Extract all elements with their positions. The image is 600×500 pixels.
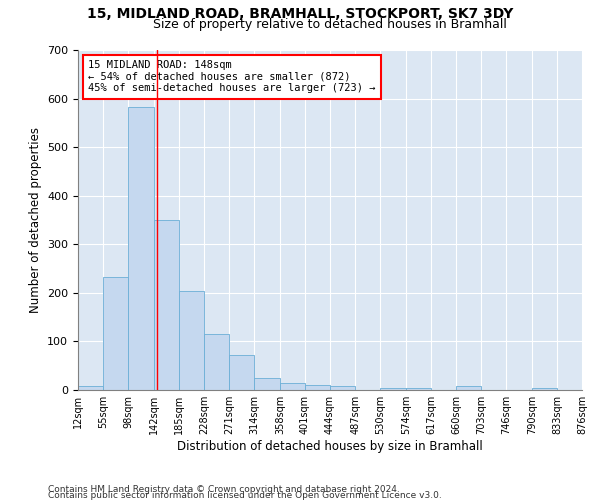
Bar xyxy=(179,291,204,390)
Bar xyxy=(78,386,103,390)
Bar xyxy=(128,107,154,390)
Bar xyxy=(406,388,431,390)
Text: 15 MIDLAND ROAD: 148sqm
← 54% of detached houses are smaller (872)
45% of semi-d: 15 MIDLAND ROAD: 148sqm ← 54% of detache… xyxy=(88,60,376,94)
Bar xyxy=(532,388,557,390)
Bar xyxy=(456,386,481,390)
Bar xyxy=(305,385,330,390)
Bar xyxy=(229,354,254,390)
Bar xyxy=(280,382,305,390)
Bar xyxy=(103,277,128,390)
Text: 15, MIDLAND ROAD, BRAMHALL, STOCKPORT, SK7 3DY: 15, MIDLAND ROAD, BRAMHALL, STOCKPORT, S… xyxy=(87,8,513,22)
Bar xyxy=(380,388,406,390)
Y-axis label: Number of detached properties: Number of detached properties xyxy=(29,127,41,313)
Bar xyxy=(204,334,229,390)
Bar xyxy=(254,378,280,390)
X-axis label: Distribution of detached houses by size in Bramhall: Distribution of detached houses by size … xyxy=(177,440,483,453)
Bar xyxy=(154,220,179,390)
Text: Contains HM Land Registry data © Crown copyright and database right 2024.: Contains HM Land Registry data © Crown c… xyxy=(48,484,400,494)
Title: Size of property relative to detached houses in Bramhall: Size of property relative to detached ho… xyxy=(153,18,507,31)
Text: Contains public sector information licensed under the Open Government Licence v3: Contains public sector information licen… xyxy=(48,490,442,500)
Bar xyxy=(330,386,355,390)
